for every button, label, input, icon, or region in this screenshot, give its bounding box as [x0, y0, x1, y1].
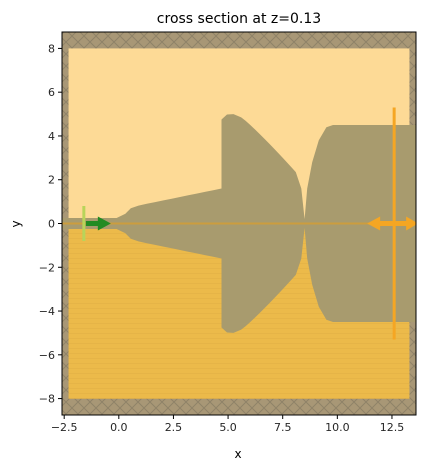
y-tick-label: −4	[39, 305, 55, 318]
y-tick-label: −8	[39, 393, 55, 406]
y-tick-label: 0	[48, 218, 55, 231]
y-axis-label: y	[9, 220, 23, 227]
y-tick-label: 4	[48, 130, 55, 143]
x-tick-label: 5.0	[219, 421, 237, 434]
x-tick-label: −2.5	[51, 421, 78, 434]
x-axis-ticks: −2.5 0.0 2.5 5.0 7.5 10.0 12.5	[51, 415, 404, 434]
y-tick-label: 8	[48, 42, 55, 55]
x-tick-label: 10.0	[325, 421, 350, 434]
x-axis-label: x	[234, 447, 241, 461]
source-direction-arrow-icon	[85, 216, 111, 231]
y-tick-label: −2	[39, 261, 55, 274]
x-tick-label: 7.5	[274, 421, 292, 434]
chart-title: cross section at z=0.13	[157, 11, 321, 27]
y-axis-ticks: 8 6 4 2 0 −2 −4 −6 −8	[39, 42, 62, 406]
x-tick-label: 0.0	[110, 421, 128, 434]
monitor-left-arrow-icon	[367, 216, 395, 231]
y-tick-label: −6	[39, 349, 55, 362]
y-tick-label: 6	[48, 86, 55, 99]
plot-area	[62, 32, 416, 415]
x-tick-label: 12.5	[380, 421, 405, 434]
x-tick-label: 2.5	[165, 421, 183, 434]
y-tick-label: 2	[48, 174, 55, 187]
monitor-right-arrow-icon	[394, 216, 416, 231]
